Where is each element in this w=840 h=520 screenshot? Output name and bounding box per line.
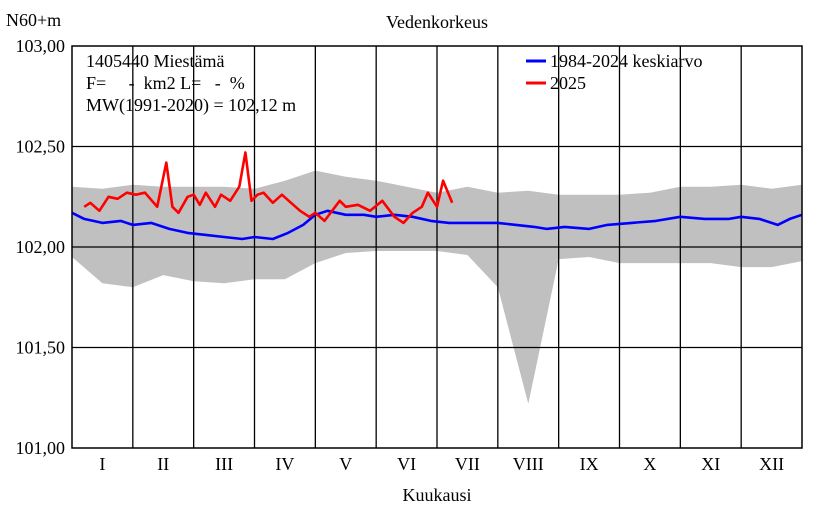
legend-label-mean: 1984-2024 keskiarvo	[550, 51, 702, 71]
y-tick-label: 102,00	[16, 237, 66, 257]
station-info-line: F= - km2 L= - %	[86, 73, 245, 93]
current-year-series-line	[83, 151, 454, 225]
x-tick-label: VII	[455, 454, 480, 474]
y-tick-label: 103,00	[16, 36, 66, 56]
station-info: 1405440 Miestämä F= - km2 L= - % MW(1991…	[86, 51, 296, 116]
x-tick-label: XI	[701, 454, 720, 474]
y-axis-unit-label: N60+m	[6, 10, 61, 30]
y-tick-label: 101,50	[16, 338, 66, 358]
x-tick-label: X	[643, 454, 656, 474]
x-tick-label: XII	[759, 454, 784, 474]
x-axis-label: Kuukausi	[403, 485, 472, 505]
y-tick-label: 102,50	[16, 137, 66, 157]
y-tick-label: 101,00	[16, 438, 66, 458]
grid	[72, 46, 802, 448]
plot-frame	[71, 45, 803, 449]
chart-title: Vedenkorkeus	[386, 12, 488, 32]
x-tick-label: V	[339, 454, 352, 474]
station-info-line: MW(1991-2020) = 102,12 m	[86, 95, 296, 116]
series-layer	[71, 151, 803, 241]
x-tick-label: IX	[580, 454, 599, 474]
x-tick-label: I	[99, 454, 105, 474]
x-tick-label: VI	[397, 454, 416, 474]
x-tick-label: IV	[275, 454, 294, 474]
legend: 1984-2024 keskiarvo 2025	[526, 51, 702, 93]
mean-series-line	[71, 209, 803, 241]
x-tick-label: II	[157, 454, 169, 474]
x-tick-label: III	[215, 454, 233, 474]
legend-label-current: 2025	[550, 73, 586, 93]
station-info-line: 1405440 Miestämä	[86, 51, 224, 71]
x-tick-label: VIII	[513, 454, 544, 474]
